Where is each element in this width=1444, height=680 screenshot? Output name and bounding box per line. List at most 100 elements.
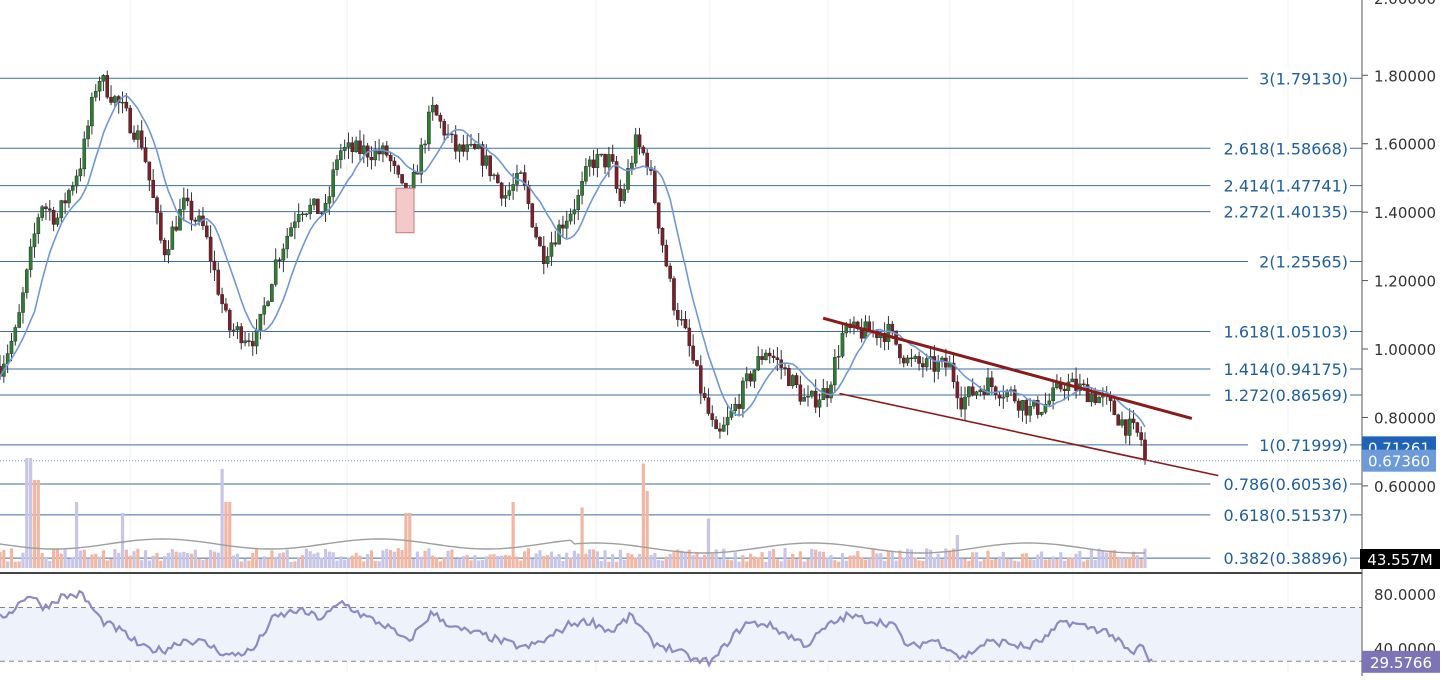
candle-body: [335, 159, 339, 170]
volume-bar: [411, 558, 416, 568]
candle-body: [1020, 400, 1025, 411]
volume-bar: [507, 555, 511, 568]
candle-body: [273, 259, 278, 285]
volume-bar: [281, 552, 285, 568]
volume-bar: [9, 548, 14, 568]
candle-highlight: [395, 187, 415, 234]
volume-bar: [362, 561, 366, 568]
fib-label-8: 1(0.71999): [1259, 436, 1348, 455]
volume-bar: [561, 561, 565, 568]
candle-body: [798, 384, 803, 402]
candle-body: [867, 321, 872, 333]
volume-bar: [882, 560, 887, 568]
volume-bar: [258, 558, 263, 568]
candle-body: [599, 153, 604, 156]
volume-bar: [737, 561, 741, 568]
volume-bar: [676, 549, 680, 568]
candle-body: [1089, 393, 1094, 403]
candle-body: [607, 154, 611, 168]
volume-bar: [963, 558, 967, 568]
volume-bar: [1059, 552, 1063, 568]
volume-bar: [209, 549, 213, 568]
volume-bar: [6, 561, 10, 568]
volume-bar: [783, 548, 787, 568]
volume-bar: [1105, 552, 1109, 568]
volume-bar: [120, 513, 125, 568]
volume-bar: [178, 552, 182, 568]
candle-body: [369, 157, 374, 161]
candle-body: [645, 152, 649, 168]
candle-body: [676, 310, 680, 320]
candle-body: [817, 399, 822, 408]
candle-body: [1028, 405, 1032, 416]
fib-label-bg-7: [1210, 383, 1350, 405]
volume-bar: [921, 560, 925, 568]
candle-body: [997, 394, 1002, 399]
candle-body: [101, 75, 106, 82]
candle-body: [541, 245, 546, 264]
volume-bar: [664, 556, 668, 568]
candle-body: [511, 184, 515, 191]
candle-body: [438, 115, 443, 122]
candle-body: [488, 155, 492, 177]
fib-label-7: 1.272(0.86569): [1224, 386, 1348, 405]
volume-bar: [331, 552, 335, 568]
candle-body: [327, 196, 332, 204]
candle-body: [224, 303, 228, 311]
candle-body: [208, 236, 213, 262]
volume-bar: [978, 561, 982, 568]
volume-bar: [163, 556, 167, 568]
volume-bar: [768, 550, 772, 568]
volume-bar: [1043, 559, 1048, 568]
volume-bar: [1074, 553, 1078, 568]
candle-body: [47, 208, 52, 211]
volume-bar: [477, 560, 481, 568]
volume-bar: [990, 559, 994, 568]
volume-bar: [450, 549, 454, 568]
volume-bar: [1036, 554, 1040, 568]
candle-body: [626, 168, 630, 190]
volume-bar: [729, 560, 734, 568]
candle-body: [128, 107, 133, 134]
candle-body: [886, 323, 891, 342]
candle-body: [775, 357, 780, 361]
fib-label-bg-4: [1248, 250, 1350, 272]
volume-bar: [25, 458, 29, 568]
volume-bar: [369, 550, 374, 568]
fib-label-2: 2.414(1.47741): [1224, 177, 1348, 196]
candle-body: [262, 305, 267, 315]
volume-bar: [366, 554, 370, 568]
volume-badge: 43.557M: [1367, 551, 1432, 569]
volume-bar: [591, 549, 596, 568]
volume-bar: [109, 558, 113, 568]
candle-body: [492, 174, 496, 177]
candle-body: [113, 96, 117, 103]
sma-line: [0, 94, 1146, 428]
volume-bar: [928, 549, 933, 568]
volume-bar: [894, 560, 898, 568]
volume-bar: [67, 558, 71, 568]
volume-bar: [863, 559, 868, 568]
rsi-line: [0, 589, 1153, 668]
candle-body: [289, 227, 293, 237]
volume-bar: [511, 502, 515, 568]
volume-bar: [848, 555, 852, 568]
price-tick-top: 2.00000: [1374, 0, 1436, 8]
candle-body: [660, 228, 665, 246]
candle-body: [427, 111, 431, 145]
candle-body: [166, 249, 171, 256]
volume-bar: [354, 552, 358, 568]
volume-bar: [944, 548, 948, 568]
volume-bar: [228, 502, 232, 568]
candle-body: [503, 195, 508, 199]
candle-body: [672, 278, 676, 311]
volume-bar: [553, 556, 557, 568]
candle-body: [59, 200, 64, 219]
candle-body: [499, 182, 504, 199]
candle-body: [419, 144, 424, 175]
candle-body: [1070, 378, 1075, 383]
volume-bar: [147, 560, 151, 568]
volume-bar: [741, 555, 745, 568]
